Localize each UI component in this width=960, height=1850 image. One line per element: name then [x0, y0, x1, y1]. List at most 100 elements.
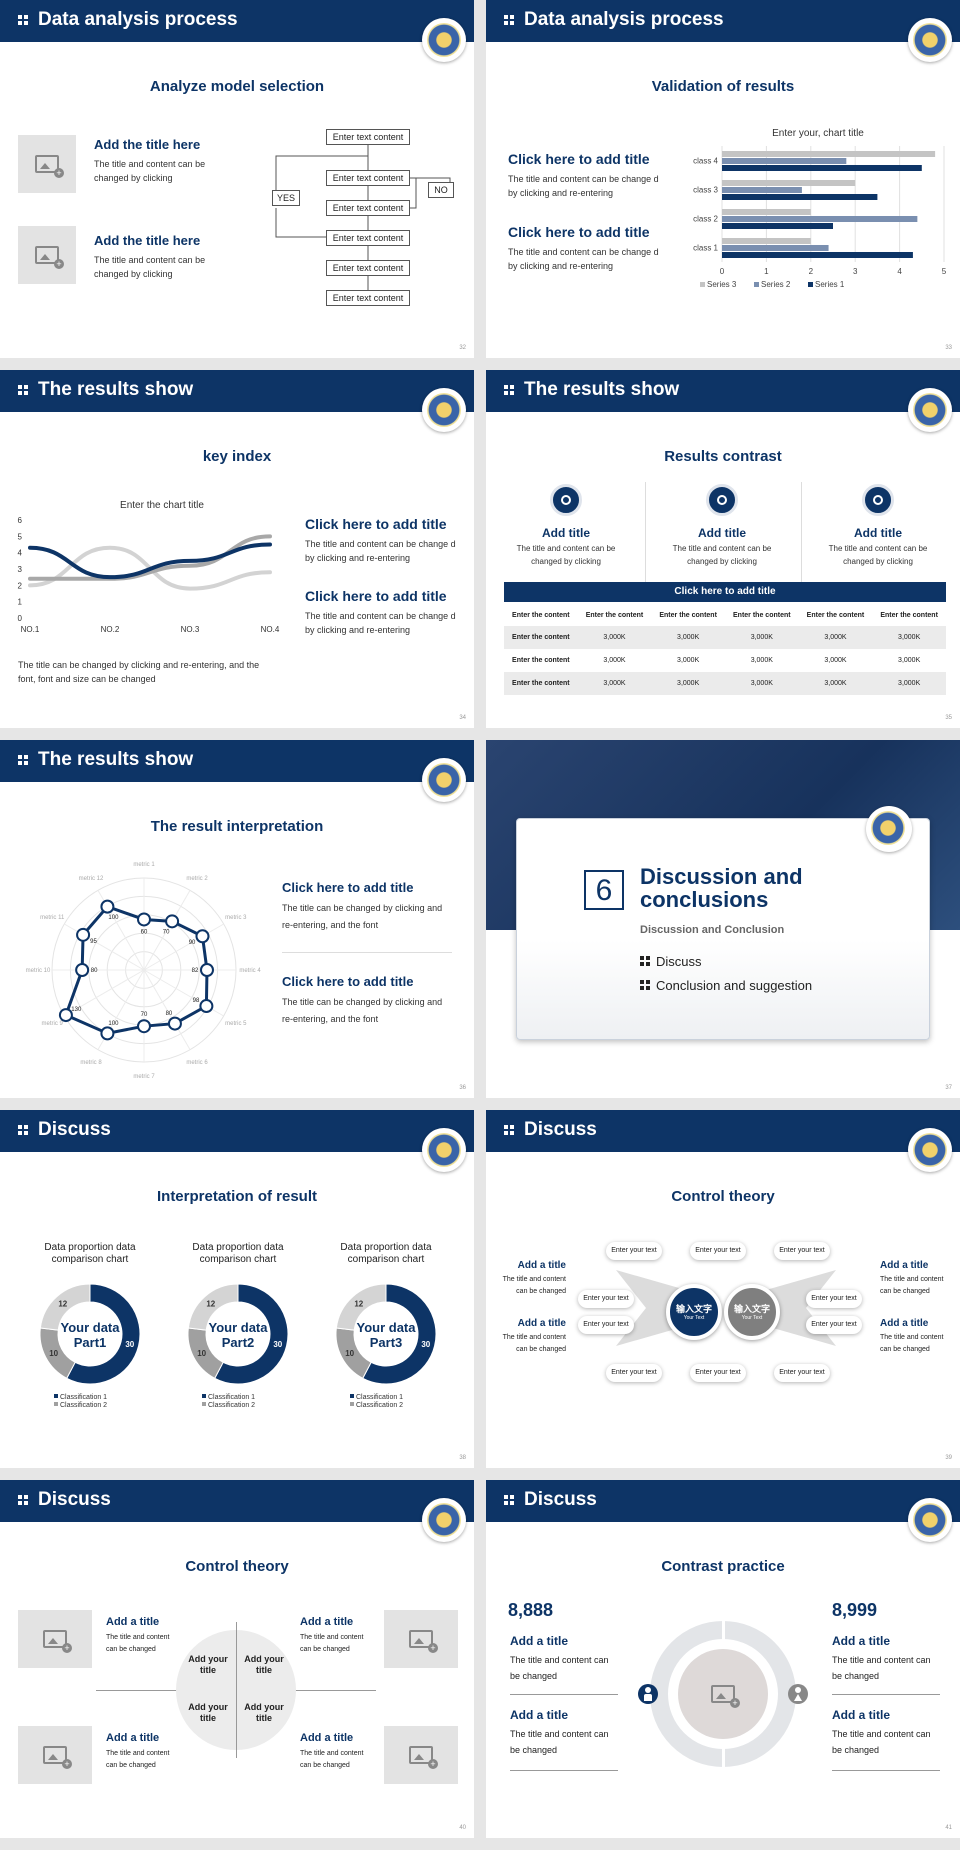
slide-32[interactable]: Data analysis process Analyze model sele…	[0, 0, 474, 358]
donut-center-label: Part2	[222, 1335, 255, 1350]
item-title: Add a title	[106, 1732, 160, 1744]
slide-40[interactable]: Discuss Control theory Add a title The t…	[0, 1480, 474, 1838]
flow-step[interactable]: Enter text content	[326, 129, 410, 145]
slide-39[interactable]: Discuss Control theory Add a title The t…	[486, 1110, 960, 1468]
section-title: Discussion and conclusions	[640, 864, 803, 912]
series-line	[28, 534, 272, 581]
slide-subtitle: Interpretation of result	[156, 1188, 317, 1205]
center-node-sub: Your Text	[741, 1315, 763, 1321]
stat-number: 8,999	[832, 1600, 878, 1620]
donut-slice	[362, 1283, 437, 1385]
flow-step[interactable]: Enter text content	[326, 230, 410, 246]
university-seal	[866, 806, 912, 852]
donut-center-label: Your data	[61, 1320, 121, 1335]
section-card	[516, 818, 930, 1040]
text-pill[interactable]: Enter your text	[606, 1364, 662, 1382]
image-placeholder[interactable]	[384, 1610, 458, 1668]
text-pill[interactable]: Enter your text	[578, 1290, 634, 1308]
text-pill[interactable]: Enter your text	[690, 1364, 746, 1382]
flow-yes-label[interactable]: YES	[272, 190, 300, 206]
image-placeholder[interactable]	[18, 1610, 92, 1668]
legend-swatch	[202, 1402, 206, 1406]
image-placeholder[interactable]	[18, 135, 76, 193]
radar-point	[165, 914, 180, 929]
item-body: The title and content can be changed	[832, 1655, 931, 1681]
text-pill[interactable]: Enter your text	[806, 1316, 862, 1334]
slide-subtitle: Validation of results	[651, 78, 795, 95]
left-title: Add a title	[517, 1260, 566, 1271]
legend-swatch	[808, 282, 813, 287]
table-header: Enter the content	[880, 611, 938, 619]
bar	[722, 223, 833, 229]
page-number: 38	[459, 1455, 466, 1461]
slide-35[interactable]: The results show Results contrast Add ti…	[486, 370, 960, 728]
slide-34[interactable]: The results show key index Enter the cha…	[0, 370, 474, 728]
flow-no-label[interactable]: NO	[428, 182, 454, 198]
page-number: 40	[459, 1825, 466, 1831]
text-pill[interactable]: Enter your text	[774, 1364, 830, 1382]
text-pill[interactable]: Enter your text	[606, 1242, 662, 1260]
bar	[722, 194, 878, 200]
header-title: Data analysis process	[524, 9, 724, 30]
slide-38[interactable]: Discuss Interpretation of result Data pr…	[0, 1110, 474, 1468]
donut-center-label: Part3	[370, 1335, 403, 1350]
item-title: Add a title	[832, 1634, 891, 1648]
table-row: Enter the content 3,000K 3,000K 3,000K 3,000…	[504, 672, 946, 695]
x-tick-label: 5	[942, 267, 947, 276]
slide-37[interactable]: 6 Discussion and conclusions Discussion …	[486, 740, 960, 1098]
slide-33[interactable]: Data analysis process Validation of resu…	[486, 0, 960, 358]
flowchart-connectors	[275, 144, 451, 290]
table-cell: 3,000K	[898, 634, 921, 641]
text-pill[interactable]: Enter your text	[578, 1316, 634, 1334]
vertical-axis	[236, 1622, 237, 1758]
donut-slice	[214, 1283, 289, 1385]
slide-41[interactable]: Discuss Contrast practice 8,888 Add a ti…	[486, 1480, 960, 1838]
donut-title: Data proportion data comparison chart	[340, 1242, 432, 1265]
image-placeholder[interactable]	[18, 226, 76, 284]
radar-spoke	[143, 969, 191, 1050]
image-placeholder[interactable]	[384, 1726, 458, 1784]
item-body: The title and content can be change d by…	[508, 174, 659, 198]
university-seal	[908, 1128, 952, 1172]
bullet-text: Discuss	[656, 954, 702, 969]
center-node[interactable]: 输入文字 Your Text	[724, 1284, 780, 1340]
flow-step[interactable]: Enter text content	[326, 170, 410, 186]
section-number: 6	[584, 870, 624, 910]
right-title: Add a title	[880, 1260, 929, 1271]
table-header: Enter the content	[806, 611, 865, 619]
text-pill[interactable]: Enter your text	[806, 1290, 862, 1308]
center-image-placeholder[interactable]	[678, 1649, 768, 1739]
bar	[722, 180, 856, 186]
image-placeholder[interactable]	[18, 1726, 92, 1784]
x-tick-label: NO.1	[21, 625, 40, 634]
page-number: 32	[459, 345, 466, 351]
value-label: 98	[193, 998, 200, 1004]
flow-step[interactable]: Enter text content	[326, 290, 410, 306]
text-pill[interactable]: Enter your text	[690, 1242, 746, 1260]
metric-label: metric 7	[133, 1074, 155, 1080]
item-body: The title and content can be changed	[300, 1634, 364, 1653]
university-seal	[422, 388, 466, 432]
y-tick-label: class 4	[693, 157, 718, 166]
x-tick-label: 3	[853, 267, 858, 276]
y-tick-label: 2	[18, 581, 23, 590]
y-tick-label: 5	[18, 532, 23, 541]
header-title: Discuss	[38, 1119, 111, 1140]
bar-chart: Enter your, chart title 0 1 2 3 4 5 class 1 clas…	[693, 128, 947, 289]
text-pill[interactable]: Enter your text	[774, 1242, 830, 1260]
slide-36[interactable]: The results show The result interpretati…	[0, 740, 474, 1098]
flow-step[interactable]: Enter text content	[326, 260, 410, 276]
line-chart: Enter the chart title 0 1 2 3 4 5 6 NO.1 NO.2 NO.3…	[18, 500, 280, 634]
chart-title: Enter your, chart title	[772, 128, 864, 139]
flow-step[interactable]: Enter text content	[326, 200, 410, 216]
results-table: Enter the content Enter the content Enter …	[504, 604, 946, 695]
bar	[722, 245, 829, 251]
metric-label: metric 3	[225, 915, 247, 921]
value-label: 70	[163, 930, 170, 936]
slice-label: 12	[206, 1299, 215, 1308]
center-node[interactable]: 输入文字 Your Text	[666, 1284, 722, 1340]
header-title: The results show	[38, 749, 194, 770]
radar-spoke	[143, 923, 224, 971]
series-line	[28, 542, 272, 580]
value-label: 70	[141, 1012, 148, 1018]
